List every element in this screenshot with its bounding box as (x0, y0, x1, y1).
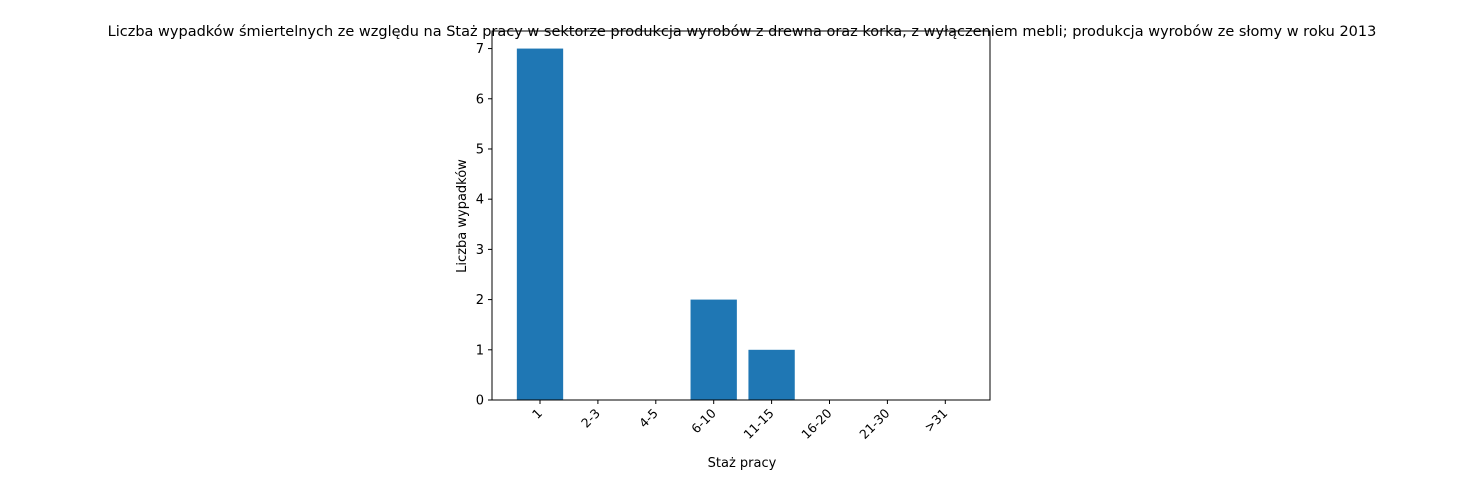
x-tick-label-0: 1 (529, 406, 545, 422)
x-tick-label-1: 2-3 (578, 406, 603, 431)
x-tick-label-6: 21-30 (856, 405, 892, 441)
x-tick-label-4: 11-15 (740, 406, 776, 442)
bar-3 (690, 299, 737, 400)
bar-0 (516, 48, 564, 400)
y-tick-label-1: 1 (476, 343, 484, 358)
x-tick-label-2: 4-5 (636, 406, 661, 431)
y-axis-label: Liczba wypadków (455, 159, 470, 273)
x-tick-label-5: 16-20 (798, 405, 834, 441)
y-tick-label-3: 3 (476, 243, 484, 258)
x-axis-label: Staż pracy (708, 456, 777, 471)
y-tick-label-6: 6 (476, 92, 484, 107)
plot-area: 0 1 2 3 4 5 6 7 1 2-3 4-5 6-10 11-15 16-20 21-30 >31 (476, 30, 991, 442)
plot-frame (491, 30, 991, 401)
y-tick-label-7: 7 (476, 42, 484, 57)
x-tick-label-3: 6-10 (688, 405, 719, 436)
y-tick-label-0: 0 (476, 394, 484, 409)
y-tick-label-2: 2 (476, 293, 484, 308)
chart-title: Liczba wypadków śmiertelnych ze względu … (108, 24, 1377, 40)
y-tick-label-5: 5 (476, 142, 484, 157)
bar-4 (748, 349, 795, 400)
y-tick-label-4: 4 (476, 193, 484, 208)
x-tick-label-7: >31 (921, 406, 950, 435)
